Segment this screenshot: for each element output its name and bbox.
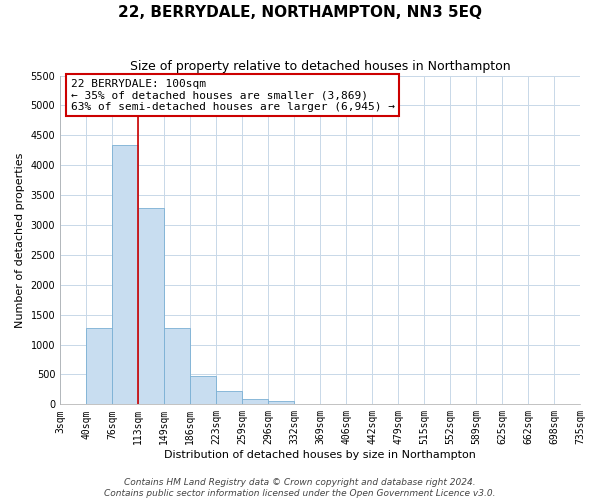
X-axis label: Distribution of detached houses by size in Northampton: Distribution of detached houses by size … [164, 450, 476, 460]
Bar [190, 376, 216, 404]
Y-axis label: Number of detached properties: Number of detached properties [15, 152, 25, 328]
Text: Contains HM Land Registry data © Crown copyright and database right 2024.
Contai: Contains HM Land Registry data © Crown c… [104, 478, 496, 498]
Bar [164, 328, 190, 404]
Title: Size of property relative to detached houses in Northampton: Size of property relative to detached ho… [130, 60, 511, 73]
Bar [138, 208, 164, 404]
Bar [268, 400, 294, 404]
Bar [216, 390, 242, 404]
Bar [86, 328, 112, 404]
Bar [112, 146, 138, 404]
Text: 22, BERRYDALE, NORTHAMPTON, NN3 5EQ: 22, BERRYDALE, NORTHAMPTON, NN3 5EQ [118, 5, 482, 20]
Bar [242, 399, 268, 404]
Text: 22 BERRYDALE: 100sqm
← 35% of detached houses are smaller (3,869)
63% of semi-de: 22 BERRYDALE: 100sqm ← 35% of detached h… [71, 79, 395, 112]
